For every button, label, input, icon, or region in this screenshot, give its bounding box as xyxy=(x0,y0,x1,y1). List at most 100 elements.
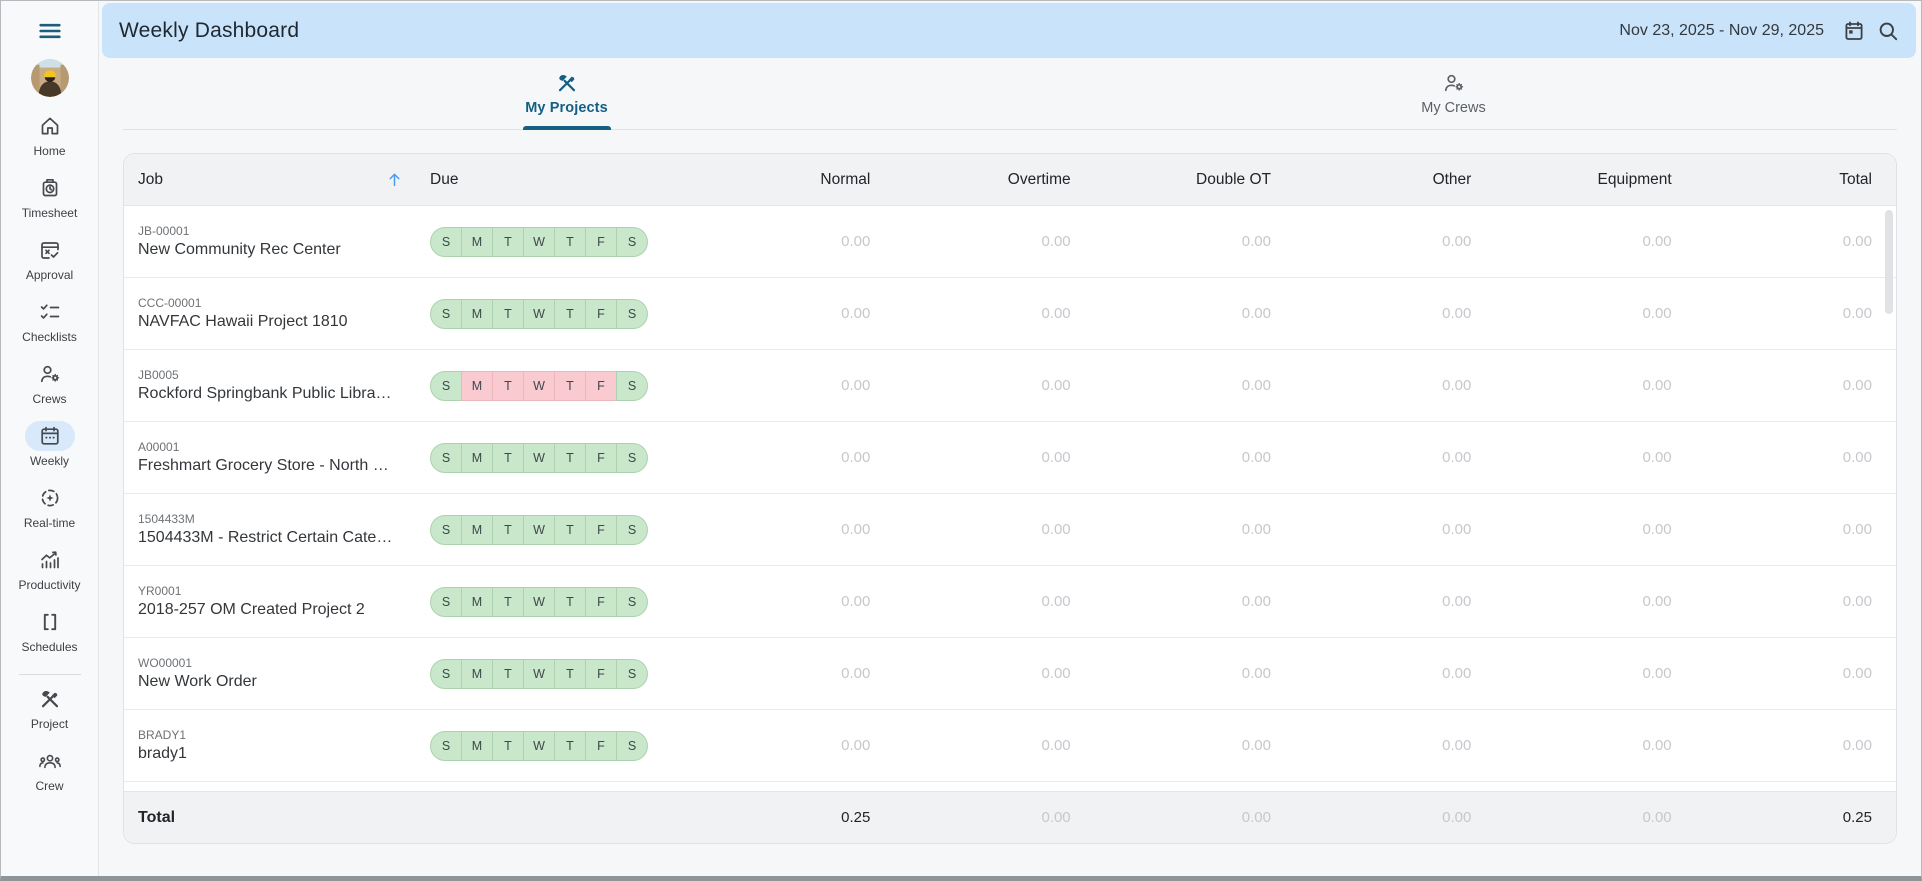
day-chip-green[interactable]: S xyxy=(616,298,648,329)
day-chip-green[interactable]: T xyxy=(554,730,586,761)
search-button[interactable] xyxy=(1876,19,1900,43)
day-chip-green[interactable]: T xyxy=(492,658,524,689)
day-chip-green[interactable]: T xyxy=(492,586,524,617)
sidebar-item-weekly[interactable]: Weekly xyxy=(1,421,98,483)
day-chip-green[interactable]: S xyxy=(430,442,462,473)
day-chip-green[interactable]: T xyxy=(554,658,586,689)
day-chip-green[interactable]: T xyxy=(492,298,524,329)
day-chip-green[interactable]: T xyxy=(492,514,524,545)
sidebar-item-project[interactable]: Project xyxy=(1,684,98,746)
day-chip-green[interactable]: M xyxy=(461,298,493,329)
day-chip-green[interactable]: S xyxy=(616,514,648,545)
day-chip-green[interactable]: F xyxy=(585,514,617,545)
day-chip-green[interactable]: W xyxy=(523,586,555,617)
day-chip-green[interactable]: S xyxy=(430,298,462,329)
column-header-job[interactable]: Job xyxy=(138,170,430,189)
table-row[interactable]: CCC-00001 NAVFAC Hawaii Project 1810 S M T W T… xyxy=(124,278,1896,350)
day-chip-green[interactable]: M xyxy=(461,442,493,473)
hours-value: 0.00 xyxy=(1642,737,1672,754)
sidebar-item-checklists[interactable]: Checklists xyxy=(1,297,98,359)
day-chip-green[interactable]: T xyxy=(492,730,524,761)
tab-my-projects[interactable]: My Projects xyxy=(123,58,1010,130)
day-chip-green[interactable]: M xyxy=(461,658,493,689)
user-avatar[interactable] xyxy=(30,59,69,97)
table-row[interactable]: A00001 Freshmart Grocery Store - North … S… xyxy=(124,422,1896,494)
column-header-total[interactable]: Total xyxy=(1839,170,1872,188)
column-header-equipment[interactable]: Equipment xyxy=(1597,170,1672,188)
day-chip-green[interactable]: S xyxy=(616,370,648,401)
sort-ascending-icon[interactable] xyxy=(385,170,404,189)
day-chip-green[interactable]: S xyxy=(616,586,648,617)
day-chip-pink[interactable]: W xyxy=(523,370,555,401)
day-chip-green[interactable]: M xyxy=(461,730,493,761)
sidebar-item-approval[interactable]: Approval xyxy=(1,235,98,297)
sidebar-item-home[interactable]: Home xyxy=(1,111,98,173)
job-name: brady1 xyxy=(138,745,187,762)
table-row[interactable]: BRADY1 brady1 S M T W T F S 0.00 0.00 0.00 0.00 0.00 0… xyxy=(124,710,1896,782)
day-chip-green[interactable]: M xyxy=(461,514,493,545)
total-normal: 0.25 xyxy=(841,809,871,826)
job-cell: JB0005 Rockford Springbank Public Libra… xyxy=(138,368,430,403)
column-header-normal[interactable]: Normal xyxy=(820,170,871,188)
day-chip-green[interactable]: F xyxy=(585,298,617,329)
day-chip-green[interactable]: M xyxy=(461,586,493,617)
day-chip-green[interactable]: T xyxy=(554,586,586,617)
table-row[interactable]: JB0005 Rockford Springbank Public Libra… S… xyxy=(124,350,1896,422)
day-chip-green[interactable]: S xyxy=(430,226,462,257)
day-chip-green[interactable]: F xyxy=(585,226,617,257)
day-chip-green[interactable]: S xyxy=(616,730,648,761)
day-chip-green[interactable]: S xyxy=(616,658,648,689)
day-chip-green[interactable]: T xyxy=(554,226,586,257)
column-header-double-ot[interactable]: Double OT xyxy=(1196,170,1271,188)
day-chip-green[interactable]: W xyxy=(523,730,555,761)
hamburger-menu-icon[interactable] xyxy=(36,17,64,45)
day-chip-green[interactable]: M xyxy=(461,226,493,257)
table-row[interactable]: WO00001 New Work Order S M T W T F S 0.00 0.00 0.00… xyxy=(124,638,1896,710)
day-chip-green[interactable]: W xyxy=(523,658,555,689)
day-chip-green[interactable]: S xyxy=(616,442,648,473)
sidebar-item-productivity[interactable]: Productivity xyxy=(1,545,98,607)
column-header-overtime[interactable]: Overtime xyxy=(1007,170,1071,188)
calendar-button[interactable] xyxy=(1842,19,1866,43)
sidebar-item-label: Timesheet xyxy=(21,206,78,220)
day-chip-green[interactable]: W xyxy=(523,298,555,329)
day-chip-green[interactable]: S xyxy=(430,370,462,401)
day-chip-green[interactable]: T xyxy=(492,442,524,473)
day-chip-green[interactable]: T xyxy=(492,226,524,257)
sidebar-item-crews[interactable]: Crews xyxy=(1,359,98,421)
day-chip-green[interactable]: F xyxy=(585,442,617,473)
day-chip-pink[interactable]: F xyxy=(585,370,617,401)
day-chip-green[interactable]: W xyxy=(523,514,555,545)
table-row[interactable]: 1504433M 1504433M - Restrict Certain Cate… xyxy=(124,494,1896,566)
day-chip-green[interactable]: F xyxy=(585,586,617,617)
day-chip-green[interactable]: T xyxy=(554,514,586,545)
day-chip-green[interactable]: S xyxy=(430,586,462,617)
day-chip-green[interactable]: W xyxy=(523,442,555,473)
day-chip-green[interactable]: F xyxy=(585,730,617,761)
job-name: 1504433M - Restrict Certain Cate… xyxy=(138,529,393,546)
vertical-scrollbar-thumb[interactable] xyxy=(1885,210,1893,314)
day-chip-green[interactable]: S xyxy=(430,658,462,689)
day-chip-green[interactable]: F xyxy=(585,658,617,689)
day-chip-pink[interactable]: M xyxy=(461,370,493,401)
column-header-other[interactable]: Other xyxy=(1432,170,1472,188)
tab-my-crews[interactable]: My Crews xyxy=(1010,58,1897,129)
sidebar-item-timesheet[interactable]: Timesheet xyxy=(1,173,98,235)
sidebar-item-realtime[interactable]: Real-time xyxy=(1,483,98,545)
sidebar-item-crew[interactable]: Crew xyxy=(1,746,98,808)
day-chip-green[interactable]: S xyxy=(616,226,648,257)
column-header-due[interactable]: Due xyxy=(430,170,459,188)
day-chip-green[interactable]: T xyxy=(554,298,586,329)
day-chip-green[interactable]: T xyxy=(554,442,586,473)
day-chip-green[interactable]: S xyxy=(430,730,462,761)
date-range-label: Nov 23, 2025 - Nov 29, 2025 xyxy=(1619,21,1824,39)
day-chip-pink[interactable]: T xyxy=(492,370,524,401)
sidebar-item-schedules[interactable]: Schedules xyxy=(1,607,98,669)
realtime-icon xyxy=(25,483,75,513)
day-chip-green[interactable]: S xyxy=(430,514,462,545)
table-row[interactable]: JB-00001 New Community Rec Center S M T W T F S 0… xyxy=(124,206,1896,278)
day-chip-green[interactable]: W xyxy=(523,226,555,257)
day-chip-pink[interactable]: T xyxy=(554,370,586,401)
